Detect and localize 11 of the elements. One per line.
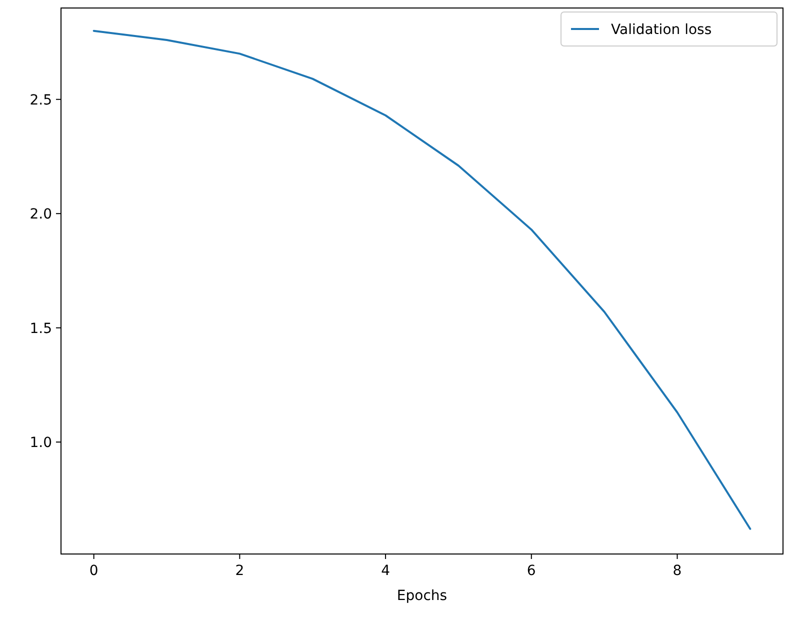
y-tick-label: 2.0 — [30, 206, 52, 223]
x-tick-label: 6 — [526, 563, 536, 579]
x-tick-label: 2 — [235, 563, 244, 579]
legend-label: Validation loss — [611, 22, 712, 38]
y-tick-label: 2.5 — [30, 92, 52, 108]
x-tick-label: 8 — [672, 563, 682, 579]
y-tick-label: 1.5 — [30, 320, 52, 337]
x-axis-title: Epochs — [396, 588, 448, 604]
x-tick-label: 0 — [89, 563, 98, 579]
y-tick-label: 1.0 — [30, 435, 52, 452]
x-tick-label: 4 — [381, 563, 390, 579]
